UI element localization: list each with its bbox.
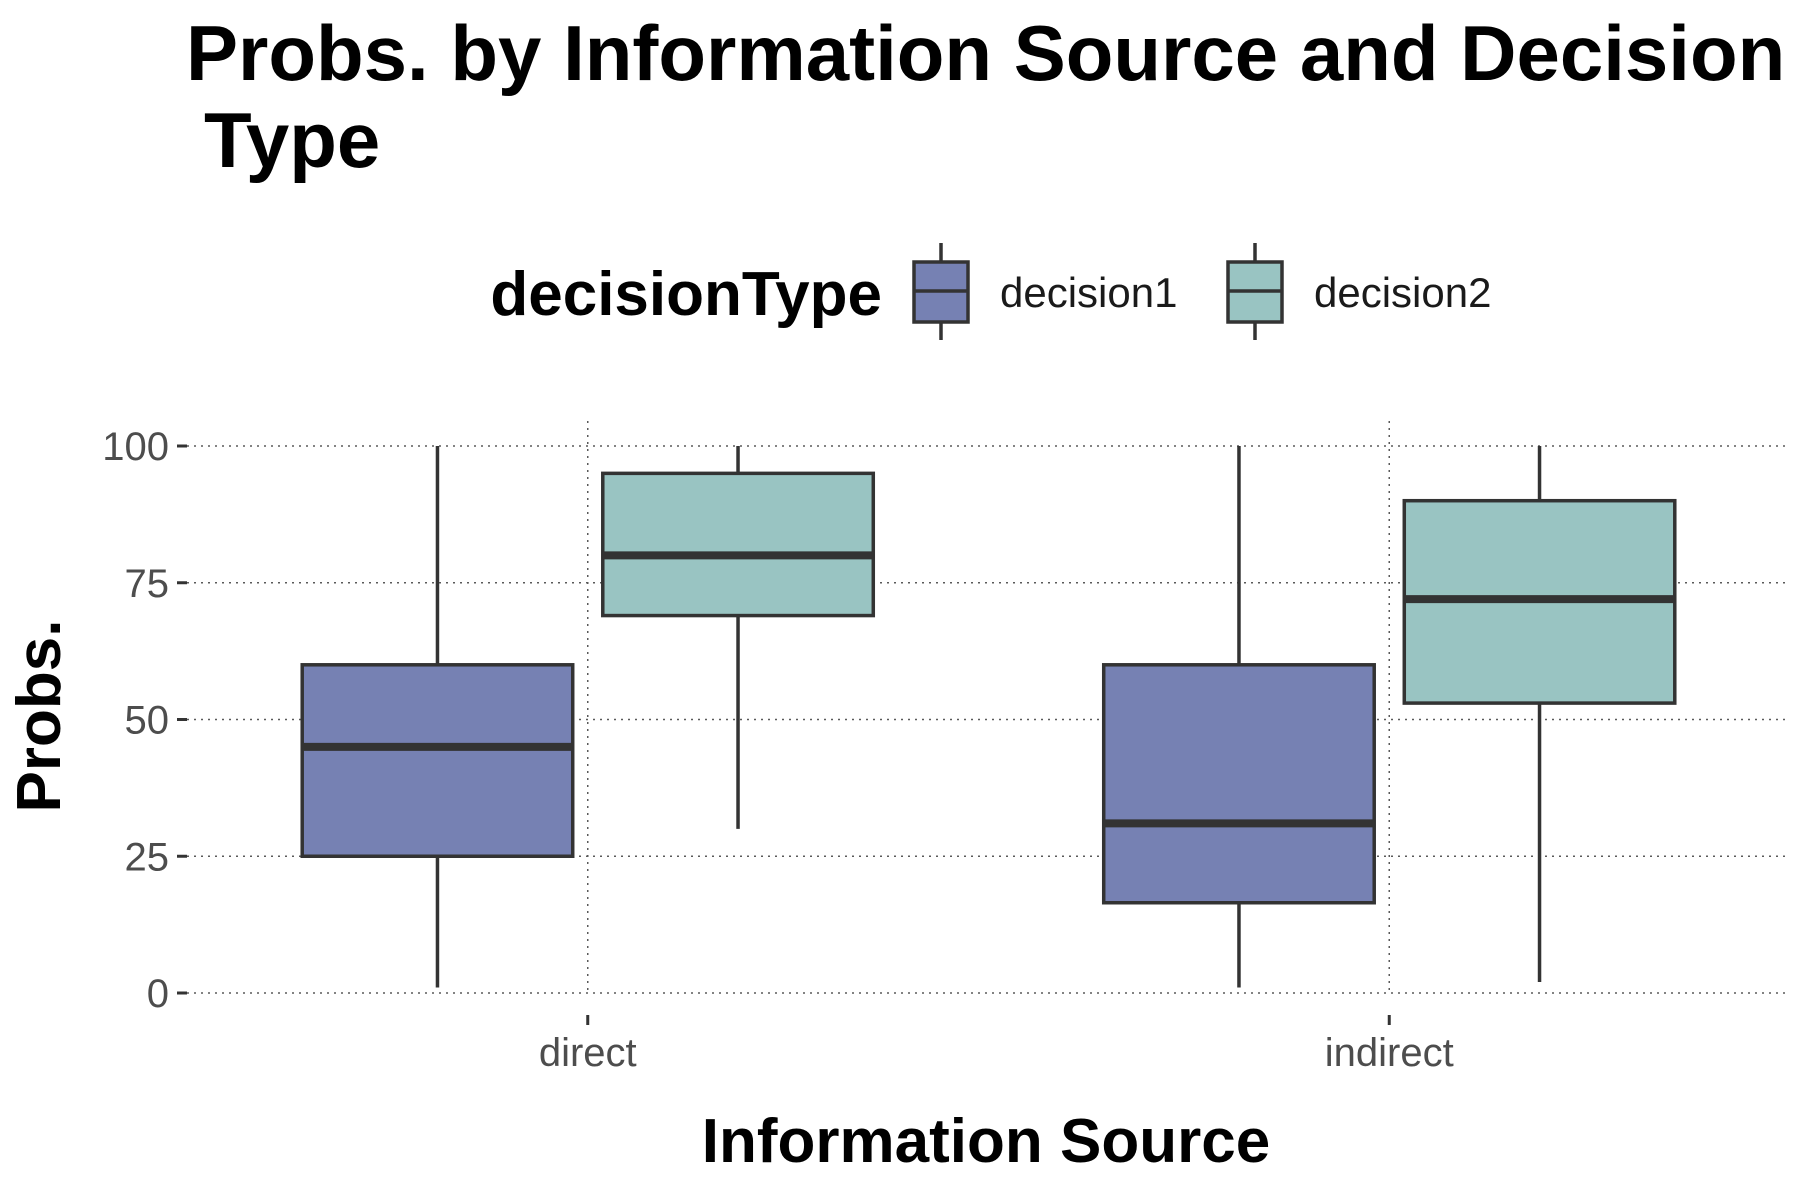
box-decision2-indirect	[1402, 446, 1677, 983]
box-iqr	[601, 471, 876, 618]
legend: decisionType decision1 decision2	[490, 243, 1491, 340]
legend-item-decision1: decision1	[912, 243, 1177, 340]
y-tick-label: 50	[125, 699, 170, 743]
x-tick-label: indirect	[1325, 1031, 1454, 1075]
box-decision1-indirect	[1101, 446, 1376, 988]
y-tick-label: 100	[102, 425, 169, 469]
axes: 0 25 50 75 100 direct indirect	[102, 425, 1453, 1075]
box-iqr	[300, 663, 575, 858]
chart-title-line-2: Type	[204, 96, 380, 184]
boxes	[300, 446, 1677, 988]
y-tick-label: 25	[125, 835, 170, 879]
box-iqr	[1101, 663, 1376, 905]
box-decision1-direct	[300, 446, 575, 988]
legend-label: decision1	[1000, 269, 1177, 316]
legend-title: decisionType	[490, 260, 882, 329]
y-axis-title: Probs.	[5, 620, 74, 813]
chart-title-line-1: Probs. by Information Source and Decisio…	[186, 9, 1785, 97]
legend-label: decision2	[1314, 269, 1491, 316]
y-tick-label: 0	[147, 972, 169, 1016]
x-tick-label: direct	[539, 1031, 637, 1075]
x-axis-title: Information Source	[702, 1107, 1270, 1176]
legend-item-decision2: decision2	[1226, 243, 1491, 340]
box-decision2-direct	[601, 446, 876, 829]
y-tick-label: 75	[125, 562, 170, 606]
